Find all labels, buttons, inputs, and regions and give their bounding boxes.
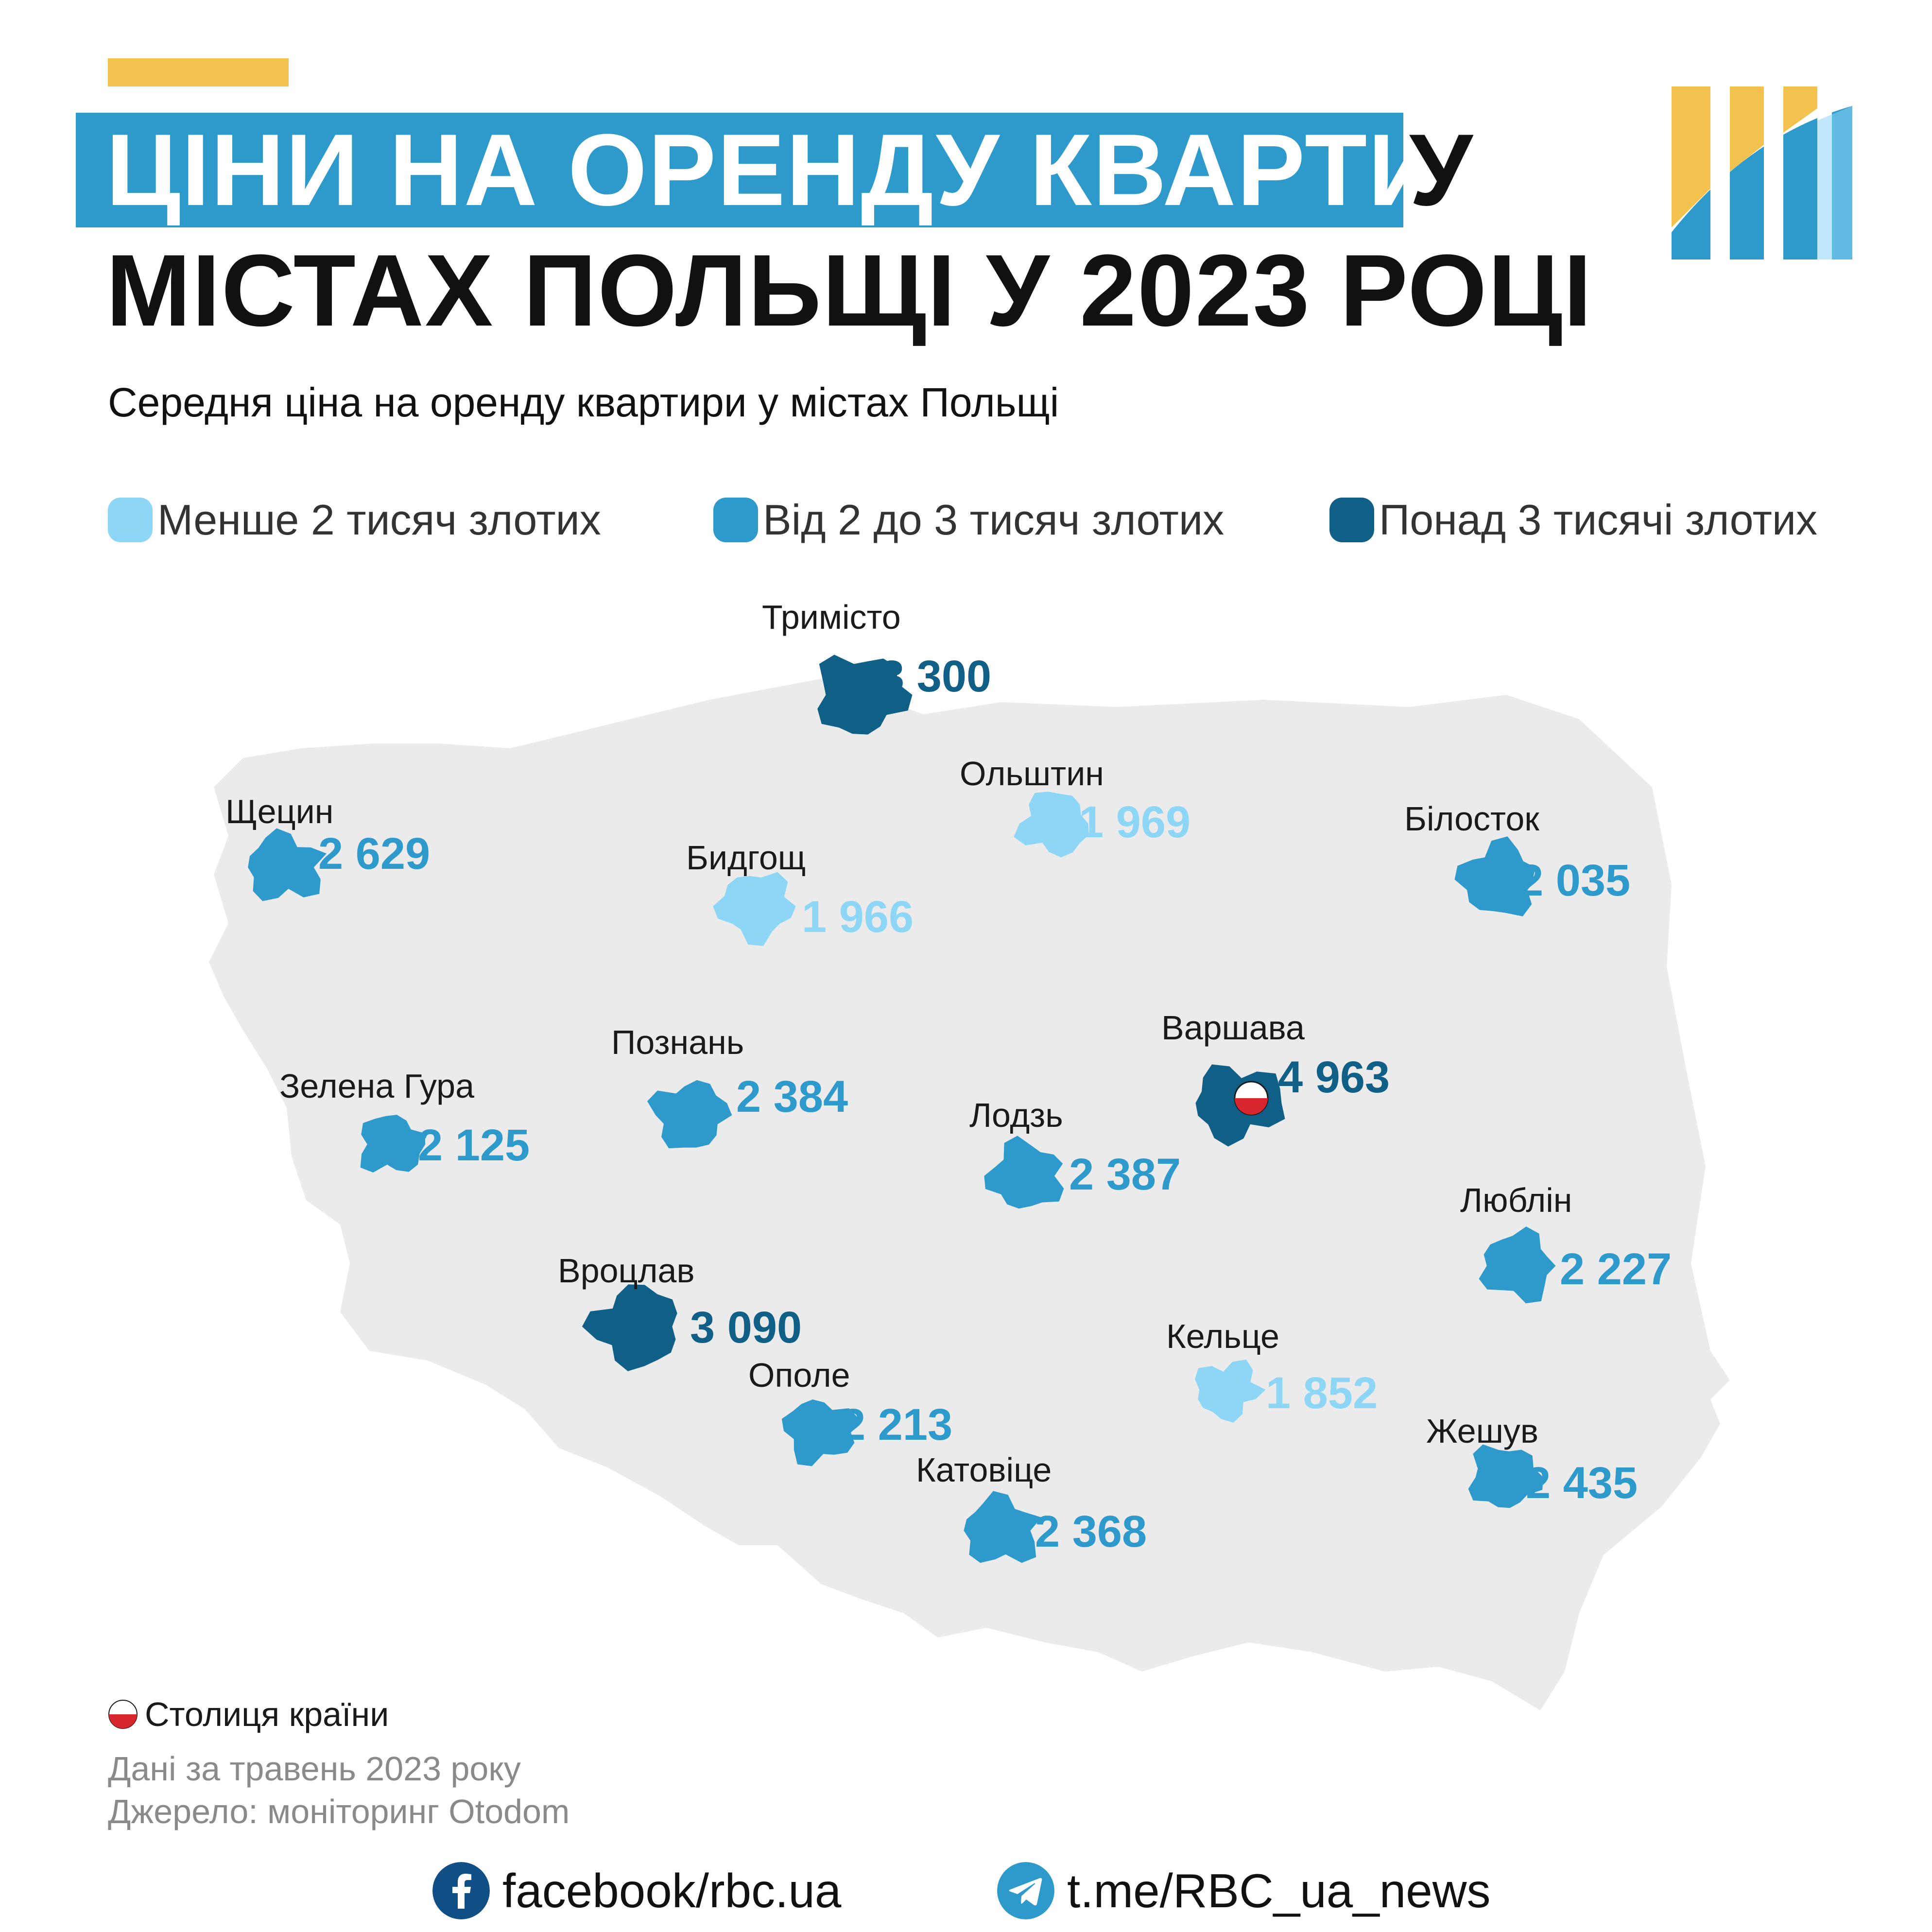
capital-note-text: Столиця країни — [145, 1695, 389, 1733]
city-13-shape — [1468, 1444, 1543, 1508]
facebook-link[interactable]: facebook/rbc.ua — [432, 1862, 841, 1919]
facebook-icon — [432, 1862, 490, 1919]
city-14-shape — [964, 1491, 1042, 1563]
capital-legend: Столиця країни — [108, 1695, 389, 1734]
city-4-shape — [713, 872, 796, 946]
telegram-link[interactable]: t.me/RBC_ua_news — [997, 1862, 1491, 1919]
city-5-price: 2 384 — [736, 1072, 848, 1121]
source-note: Джерело: моніторинг Otodom — [108, 1793, 570, 1830]
city-9-name: Люблін — [1460, 1181, 1572, 1219]
title-line1: ЦІНИ НА ОРЕНДУ КВАРТИР — [106, 113, 1512, 227]
city-10-name: Вроцлав — [558, 1252, 695, 1290]
title-line1-tail: У — [1409, 113, 1474, 227]
subtitle: Середня ціна на оренду квартири у містах… — [108, 380, 1059, 425]
city-8-price: 2 387 — [1069, 1150, 1181, 1199]
legend-item-high: Понад 3 тисячі злотих — [1329, 496, 1817, 544]
city-2-shape — [1014, 792, 1089, 858]
city-12-name: Ополе — [748, 1356, 850, 1394]
date-note: Дані за травень 2023 року — [108, 1750, 521, 1788]
city-11-name: Кельце — [1166, 1317, 1279, 1355]
city-5-name: Познань — [611, 1023, 744, 1061]
poland-flag-circle-icon — [1234, 1081, 1269, 1116]
city-3-shape — [1454, 836, 1535, 916]
city-14-name: Катовіце — [916, 1451, 1052, 1489]
poland-outline — [209, 678, 1730, 1710]
facebook-label: facebook/rbc.ua — [502, 1863, 842, 1917]
telegram-label: t.me/RBC_ua_news — [1067, 1863, 1491, 1917]
city-12-shape — [781, 1399, 859, 1466]
legend-label-low: Менше 2 тисяч злотих — [157, 496, 601, 544]
city-10-shape — [582, 1284, 677, 1371]
city-8-shape — [984, 1136, 1064, 1209]
rbc-logo — [1672, 86, 1852, 259]
city-1-price: 2 629 — [318, 829, 431, 879]
legend-label-mid: Від 2 до 3 тисяч злотих — [763, 496, 1225, 544]
poland-flag-circle-icon — [108, 1700, 138, 1729]
city-3-name: Білосток — [1404, 800, 1539, 838]
city-6-name: Варшава — [1161, 1009, 1305, 1047]
legend-item-mid: Від 2 до 3 тисяч злотих — [713, 496, 1224, 544]
legend-swatch-high — [1329, 498, 1374, 542]
city-9-price: 2 227 — [1560, 1244, 1672, 1294]
city-4-name: Бидгощ — [686, 839, 806, 877]
city-4-price: 1 966 — [802, 892, 914, 942]
legend-swatch-mid — [713, 498, 758, 542]
city-6-price: 4 963 — [1278, 1052, 1390, 1102]
city-0-shape — [817, 655, 913, 735]
city-11-price: 1 852 — [1266, 1368, 1378, 1418]
accent-bar — [108, 58, 289, 86]
city-2-name: Ольштин — [960, 755, 1104, 793]
city-0-name: Тримісто — [762, 598, 901, 636]
legend-item-low: Менше 2 тисяч злотих — [108, 496, 601, 544]
title-line2: МІСТАХ ПОЛЬЩІ У 2023 РОЦІ — [106, 233, 1593, 347]
city-7-shape — [360, 1115, 426, 1173]
city-10-price: 3 090 — [690, 1303, 802, 1352]
city-13-price: 2 435 — [1526, 1458, 1638, 1508]
city-7-price: 2 125 — [418, 1121, 530, 1170]
city-5-shape — [647, 1080, 732, 1149]
city-12-price: 2 213 — [841, 1400, 953, 1449]
city-3-price: 2 035 — [1518, 856, 1631, 905]
city-14-price: 2 368 — [1035, 1507, 1147, 1556]
city-7-name: Зелена Гура — [279, 1067, 474, 1105]
city-1-name: Щецин — [225, 793, 334, 830]
city-1-shape — [248, 828, 327, 901]
city-11-shape — [1195, 1359, 1266, 1423]
city-13-name: Жешув — [1426, 1412, 1539, 1450]
city-2-price: 1 969 — [1079, 797, 1191, 847]
city-9-shape — [1479, 1226, 1556, 1304]
city-0-price: 3 300 — [880, 652, 992, 701]
title-highlight-bg — [76, 113, 1403, 227]
telegram-icon — [997, 1862, 1054, 1919]
legend-label-high: Понад 3 тисячі злотих — [1379, 496, 1818, 544]
city-8-name: Лодзь — [969, 1096, 1063, 1134]
legend-swatch-low — [108, 498, 153, 542]
